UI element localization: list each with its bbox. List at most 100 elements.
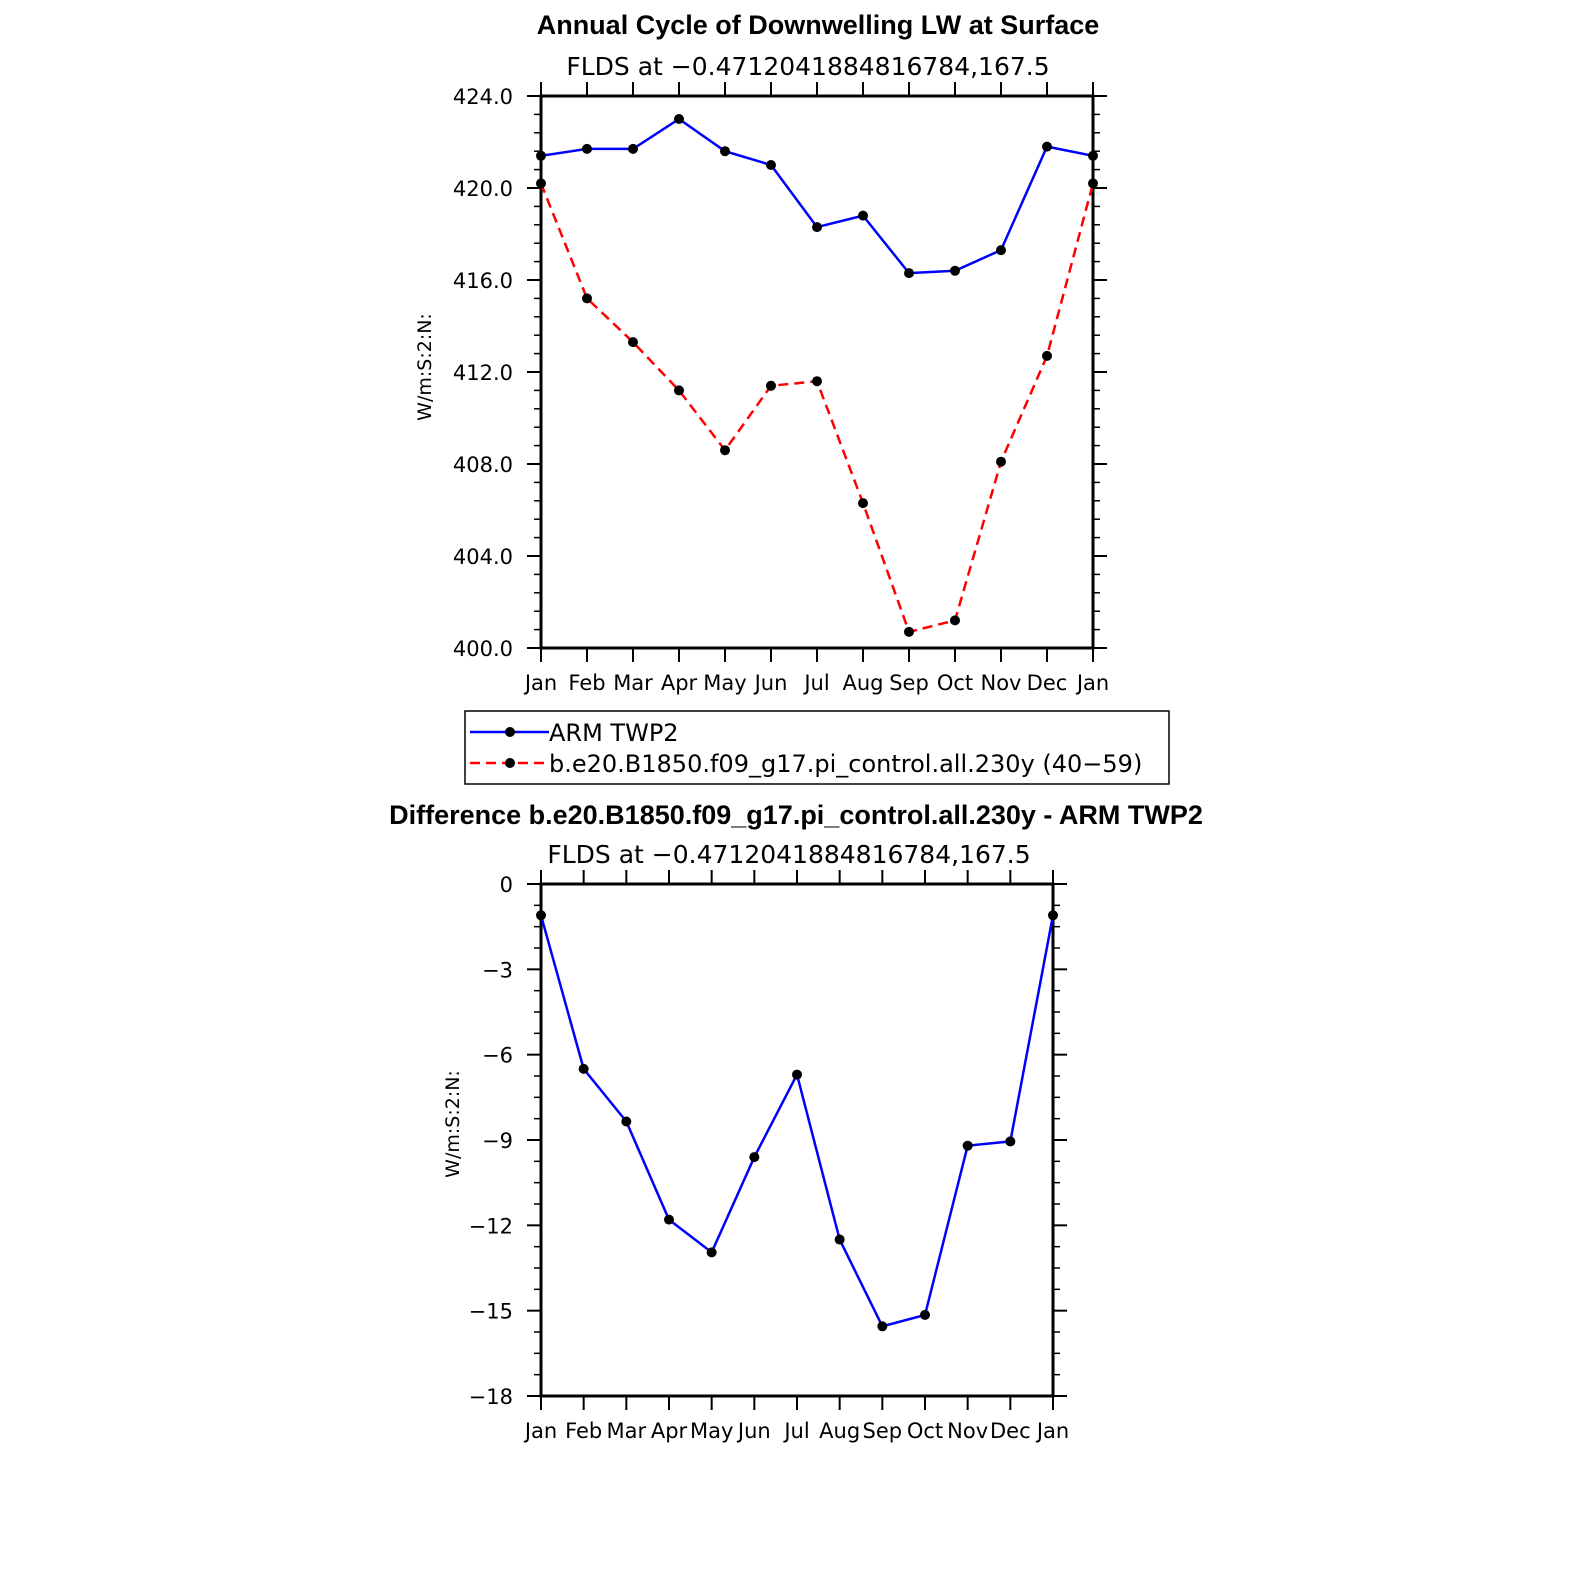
y-tick-label: −9 — [482, 1129, 513, 1153]
legend-entry-model: b.e20.B1850.f09_g17.pi_control.all.230y … — [470, 750, 1142, 778]
x-tick-label: Oct — [937, 671, 973, 695]
legend-marker-arm — [505, 727, 515, 737]
y-axis-label: W/m:S:2:N: — [414, 313, 436, 421]
y-tick-label: 416.0 — [453, 269, 513, 293]
x-tick-label: Jul — [782, 1419, 809, 1443]
y-tick-label: 0 — [500, 873, 513, 897]
x-tick-label: Mar — [613, 671, 653, 695]
x-tick-label: Feb — [565, 1419, 602, 1443]
x-tick-label: Aug — [842, 671, 883, 695]
x-tick-label: Jan — [1035, 1419, 1069, 1443]
y-tick-label: 408.0 — [453, 453, 513, 477]
data-point — [766, 160, 776, 170]
legend-label-model: b.e20.B1850.f09_g17.pi_control.all.230y … — [549, 750, 1142, 778]
y-tick-label: −15 — [469, 1300, 513, 1324]
y-tick-label: −3 — [482, 958, 513, 982]
plot-frame — [539, 94, 1095, 650]
y-tick-label: 412.0 — [453, 361, 513, 385]
x-tick-label: Jan — [1075, 671, 1109, 695]
x-tick-label: Jun — [736, 1419, 771, 1443]
data-point — [536, 150, 546, 161]
data-point — [578, 1063, 589, 1074]
data-point — [950, 615, 960, 626]
y-axis-label: W/m:S:2:N: — [442, 1070, 464, 1178]
data-point — [720, 445, 730, 456]
plot-area: Jan Feb Mar Apr May Jun Jul Aug Sep Oct Nov Dec Jan 4… — [453, 82, 1109, 695]
x-tick-label: Sep — [863, 1419, 903, 1443]
series-line-0 — [539, 914, 1055, 1328]
data-point — [1042, 141, 1052, 152]
data-point — [1005, 1136, 1016, 1147]
data-point — [996, 245, 1006, 256]
data-point — [582, 293, 592, 304]
chart-difference: Difference b.e20.B1850.f09_g17.pi_contro… — [389, 800, 1203, 1443]
data-point — [792, 1069, 802, 1080]
data-point — [858, 498, 868, 509]
x-tick-label: Sep — [889, 671, 929, 695]
data-point — [621, 1116, 632, 1127]
data-point — [904, 268, 914, 279]
x-tick-label: Jan — [523, 1419, 557, 1443]
y-tick-label: 400.0 — [453, 637, 513, 661]
data-point — [628, 337, 638, 348]
chart-title: Annual Cycle of Downwelling LW at Surfac… — [537, 10, 1100, 40]
data-point — [720, 146, 730, 157]
y-tick-label: 420.0 — [453, 177, 513, 201]
x-tick-label: Dec — [990, 1419, 1031, 1443]
y-tick-label: 424.0 — [453, 85, 513, 109]
x-tick-label: Jul — [802, 671, 829, 695]
data-point — [904, 626, 914, 637]
data-point — [1042, 350, 1052, 361]
plot-area: Jan Feb Mar Apr May Jun Jul Aug Sep Oct Nov Dec Jan−… — [469, 870, 1069, 1443]
data-point — [536, 178, 546, 189]
x-tick-label: Jun — [753, 671, 788, 695]
x-tick-label: Oct — [907, 1419, 943, 1443]
data-point — [1048, 910, 1058, 921]
legend-box — [464, 710, 1170, 785]
x-tick-label: Jan — [523, 671, 557, 695]
series-line-1 — [539, 182, 1095, 634]
x-tick-label: May — [703, 671, 746, 695]
y-tick-label: 404.0 — [453, 545, 513, 569]
data-point — [877, 1321, 888, 1332]
x-tick-label: Nov — [947, 1419, 988, 1443]
data-point — [766, 380, 776, 391]
plot-frame — [539, 882, 1055, 1398]
data-point — [706, 1247, 717, 1258]
x-tick-label: Aug — [819, 1419, 860, 1443]
legend-label-arm: ARM TWP2 — [549, 719, 679, 747]
data-point — [582, 143, 592, 154]
legend: ARM TWP2 b.e20.B1850.f09_g17.pi_control.… — [464, 710, 1170, 785]
legend-entry-arm: ARM TWP2 — [470, 719, 679, 747]
x-tick-label: Feb — [568, 671, 605, 695]
data-point — [1088, 178, 1098, 189]
x-tick-label: Dec — [1027, 671, 1068, 695]
data-point — [536, 910, 546, 921]
x-tick-label: Nov — [981, 671, 1022, 695]
chart-annual-cycle: Annual Cycle of Downwelling LW at Surfac… — [414, 10, 1109, 695]
data-point — [1088, 150, 1098, 161]
data-point — [996, 456, 1006, 467]
chart-subtitle: FLDS at −0.4712041884816784,167.5 — [566, 52, 1049, 81]
data-point — [812, 376, 822, 387]
x-tick-label: Mar — [607, 1419, 647, 1443]
y-tick-label: −6 — [482, 1044, 513, 1068]
chart-title: Difference b.e20.B1850.f09_g17.pi_contro… — [389, 800, 1203, 830]
data-point — [920, 1309, 930, 1320]
data-point — [962, 1140, 973, 1151]
x-tick-label: Apr — [661, 671, 698, 695]
y-tick-label: −18 — [469, 1385, 513, 1409]
data-point — [628, 143, 638, 154]
data-point — [674, 114, 684, 124]
data-point — [664, 1214, 674, 1225]
chart-subtitle: FLDS at −0.4712041884816784,167.5 — [547, 840, 1030, 869]
series-line-0 — [540, 117, 1094, 275]
data-point — [674, 385, 684, 396]
x-tick-label: May — [690, 1419, 733, 1443]
legend-marker-model — [505, 758, 515, 768]
data-point — [858, 210, 868, 221]
x-tick-label: Apr — [651, 1419, 688, 1443]
data-point — [749, 1152, 760, 1163]
data-point — [950, 265, 960, 276]
